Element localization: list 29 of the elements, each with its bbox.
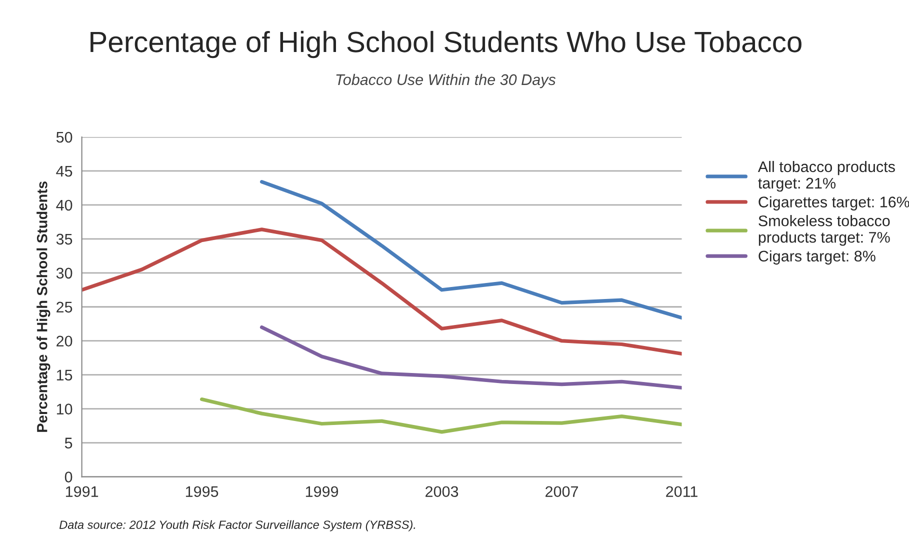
chart-title: Percentage of High School Students Who Use Tobacco [90,30,802,58]
line-series [82,228,682,356]
x-tick-label: 1991 [66,486,98,498]
line-series [260,325,682,390]
legend-label: Cigarettes target: 16% [758,196,909,210]
y-tick-label: 15 [56,370,72,381]
line-series [200,397,682,434]
y-tick-label: 0 [64,472,72,482]
legend-label: Cigars target: 8% [758,250,876,265]
x-tick-label: 2003 [426,486,458,498]
x-tick-label: 2011 [666,486,698,498]
y-tick-label: 10 [56,404,72,414]
y-tick-label: 30 [56,268,72,279]
legend-label: Smokeless tobacco products target: 7% [758,215,890,246]
y-axis-title: Percentage of High School Students [36,181,50,432]
y-tick-label: 35 [56,234,72,245]
source-note: Data source: 2012 Youth Risk Factor Surveillance System (YRBSS). [59,520,416,532]
y-tick-label: 5 [64,438,72,448]
x-tick-label: 2007 [546,486,578,498]
y-tick-label: 20 [56,336,72,347]
y-tick-label: 40 [56,200,72,211]
legend-label: All tobacco products target: 21% [758,160,895,192]
y-tick-label: 45 [56,166,72,177]
chart-subtitle: Tobacco Use Within the 30 Days [336,74,556,88]
x-tick-label: 1999 [306,486,338,498]
x-tick-label: 1995 [186,486,218,498]
line-series [260,180,682,320]
y-tick-label: 50 [56,132,72,143]
y-tick-label: 25 [56,302,72,313]
